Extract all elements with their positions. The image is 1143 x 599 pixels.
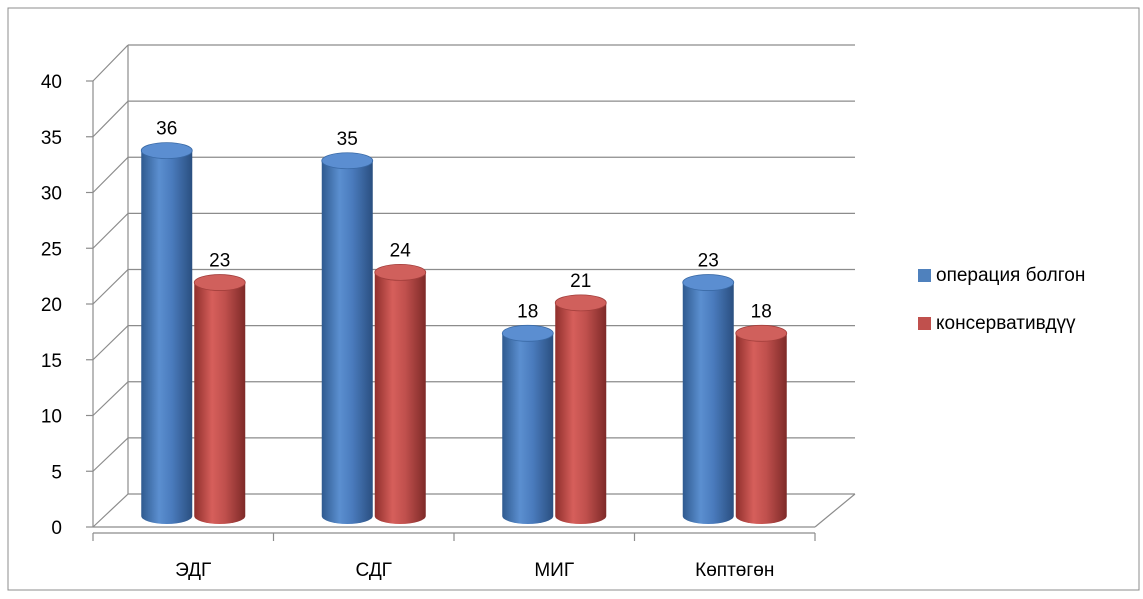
- gridline-side: [92, 156, 129, 193]
- y-tick-label: 10: [41, 407, 62, 428]
- y-tick-label: 30: [41, 184, 62, 205]
- bar-body: [141, 150, 193, 524]
- y-tick-label: 25: [41, 239, 62, 260]
- bar-1-0: [193, 274, 246, 524]
- gridline-side: [92, 269, 129, 305]
- x-tick-label: МИГ: [534, 560, 574, 581]
- y-tick-label: 35: [41, 128, 62, 149]
- legend-label: операция болгон: [936, 265, 1085, 286]
- bar-body: [735, 333, 787, 524]
- gridline-side: [92, 100, 129, 138]
- data-label: 36: [156, 119, 177, 140]
- y-tick-label: 20: [41, 295, 62, 316]
- bar-top: [374, 263, 427, 281]
- bar-top: [321, 152, 374, 170]
- bar-top: [140, 142, 193, 160]
- bar-top: [554, 294, 607, 312]
- data-label: 23: [698, 251, 719, 272]
- bar-1-1: [374, 263, 427, 524]
- gridline-side: [92, 493, 129, 528]
- bar-top: [501, 324, 554, 342]
- bar-body: [321, 160, 373, 524]
- bar-body: [555, 302, 607, 524]
- y-tick-label: 15: [41, 351, 62, 372]
- bar-0-0: [140, 142, 193, 524]
- data-label: 18: [751, 301, 772, 322]
- data-label: 23: [209, 251, 230, 272]
- bar-body: [374, 272, 426, 524]
- data-label: 35: [337, 129, 358, 150]
- bar-body: [682, 282, 734, 524]
- y-tick-label: 5: [51, 462, 62, 483]
- legend-label: консервативдүү: [936, 313, 1076, 334]
- floor-right-edge: [814, 493, 856, 528]
- data-label: 18: [517, 301, 538, 322]
- data-label: 21: [570, 271, 591, 292]
- bar-1-2: [554, 294, 607, 524]
- gridline-side: [92, 44, 129, 82]
- gridline-side: [92, 381, 129, 416]
- bar-body: [194, 282, 246, 524]
- bar-top: [682, 274, 735, 291]
- bar-top: [193, 274, 246, 291]
- y-tick-label: 40: [41, 72, 62, 93]
- bar-1-3: [735, 324, 788, 524]
- x-tick-label: ЭДГ: [175, 560, 211, 581]
- data-label: 24: [390, 240, 412, 261]
- x-tick-label: Көптөгөн: [695, 560, 774, 581]
- legend-swatch: [918, 269, 931, 282]
- bar-0-3: [682, 274, 735, 524]
- legend-swatch: [918, 317, 931, 330]
- y-tick-label: 0: [51, 518, 62, 539]
- bar-0-1: [321, 152, 374, 524]
- x-tick-label: СДГ: [356, 560, 392, 581]
- chart-border: [7, 7, 1140, 591]
- bar-0-2: [501, 324, 554, 524]
- gridline-side: [92, 437, 129, 472]
- bar-body: [502, 333, 554, 524]
- gridline-side: [92, 212, 129, 249]
- gridline-side: [92, 325, 129, 361]
- bar-top: [735, 324, 788, 342]
